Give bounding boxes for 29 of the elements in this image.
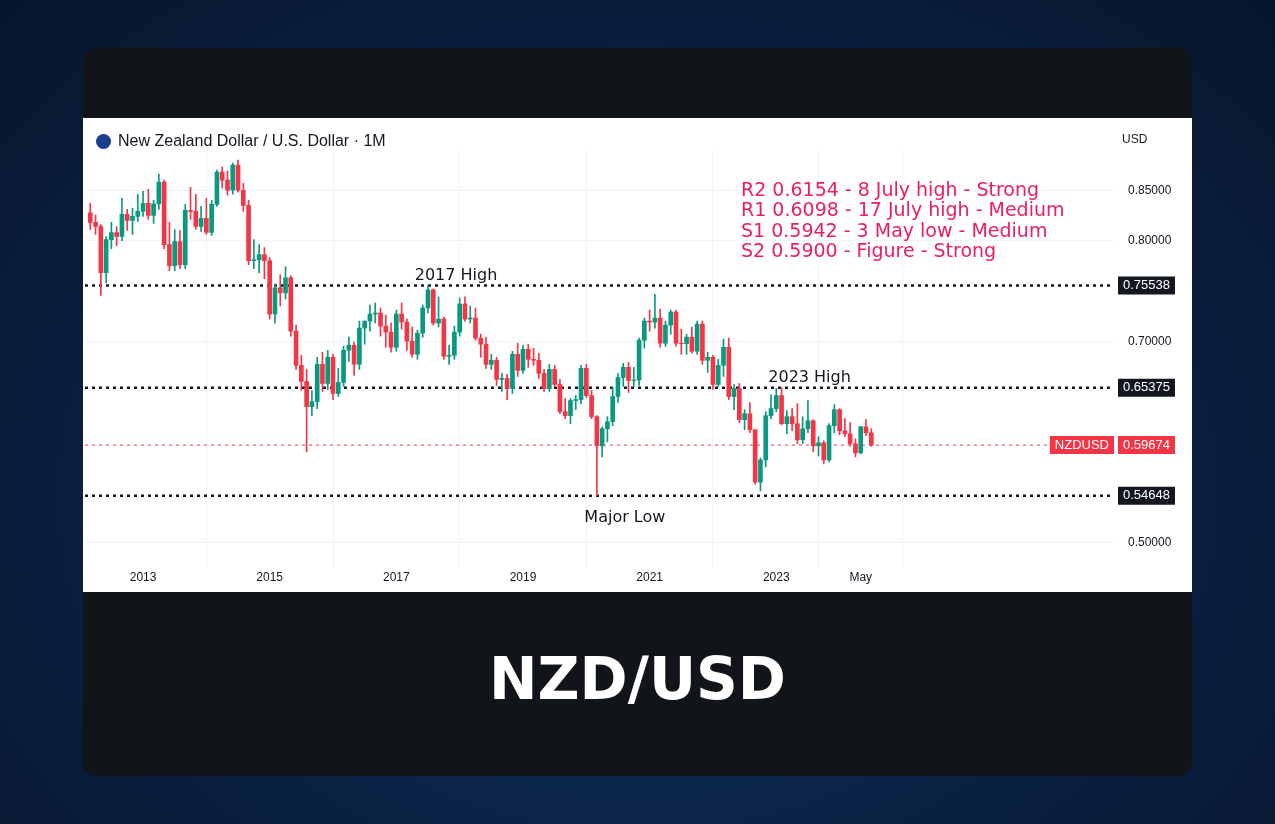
x-tick-label: 2021 [636, 570, 664, 585]
candlestick [499, 373, 505, 392]
annotation: 2023 High [768, 366, 851, 386]
text: NZD/USD [488, 645, 787, 713]
x-tick-label: 2013 [129, 570, 157, 585]
y-tick-label: 0.85000 [1128, 182, 1172, 197]
x-tick-label: 2023 [762, 570, 790, 585]
x-tick-label: 2015 [256, 570, 284, 585]
ref-line-label: 0.65375 [1123, 379, 1170, 395]
ref-line-label: 0.54648 [1123, 487, 1170, 503]
x-tick-label: May [849, 570, 873, 585]
y-axis-title: USD [1122, 132, 1148, 147]
candlestick [277, 274, 283, 307]
y-tick-label: 0.80000 [1128, 232, 1172, 247]
candlestick [705, 351, 711, 373]
ref-line-label: 0.59674 [1123, 436, 1170, 452]
y-tick-label: 0.70000 [1128, 333, 1172, 348]
candlestick [631, 367, 637, 387]
chart-subtitle: New Zealand Dollar / U.S. Dollar · 1M [118, 132, 386, 150]
y-tick-label: 0.50000 [1128, 534, 1172, 549]
x-tick-label: 2017 [382, 570, 411, 585]
annotation: NZDUSD [1054, 436, 1110, 452]
annotation: Major Low [584, 506, 666, 526]
annotation: R2 0.6154 - 8 July high - Strong [741, 177, 1040, 200]
ref-line-label: 0.75538 [1123, 277, 1170, 293]
x-tick-label: 2019 [509, 570, 537, 585]
candlestick [251, 239, 257, 270]
candlestick [383, 314, 389, 348]
annotation: 2017 High [414, 264, 498, 284]
